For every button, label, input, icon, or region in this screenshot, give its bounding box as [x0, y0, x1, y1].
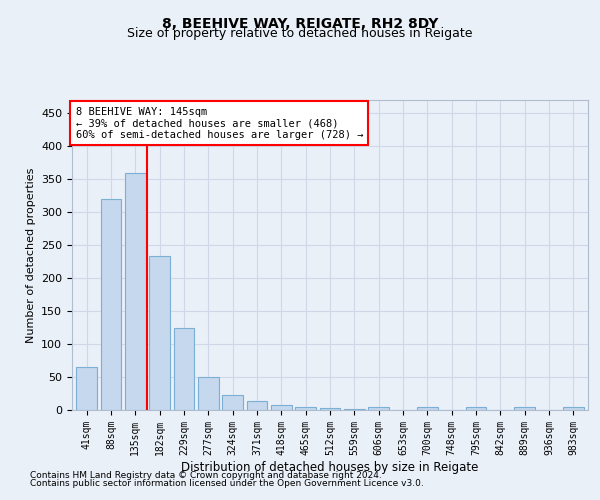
Bar — [247, 402, 268, 410]
Y-axis label: Number of detached properties: Number of detached properties — [26, 168, 35, 342]
Bar — [125, 172, 146, 410]
Bar — [198, 377, 218, 410]
X-axis label: Distribution of detached houses by size in Reigate: Distribution of detached houses by size … — [181, 460, 479, 473]
Bar — [271, 404, 292, 410]
Text: 8, BEEHIVE WAY, REIGATE, RH2 8DY: 8, BEEHIVE WAY, REIGATE, RH2 8DY — [162, 18, 438, 32]
Bar — [76, 367, 97, 410]
Bar — [320, 408, 340, 410]
Bar — [563, 408, 584, 410]
Text: Size of property relative to detached houses in Reigate: Size of property relative to detached ho… — [127, 28, 473, 40]
Bar — [344, 408, 365, 410]
Bar — [514, 408, 535, 410]
Text: 8 BEEHIVE WAY: 145sqm
← 39% of detached houses are smaller (468)
60% of semi-det: 8 BEEHIVE WAY: 145sqm ← 39% of detached … — [76, 106, 363, 140]
Bar — [295, 406, 316, 410]
Bar — [222, 395, 243, 410]
Bar — [149, 256, 170, 410]
Bar — [368, 408, 389, 410]
Bar — [466, 408, 487, 410]
Text: Contains HM Land Registry data © Crown copyright and database right 2024.: Contains HM Land Registry data © Crown c… — [30, 471, 382, 480]
Bar — [101, 199, 121, 410]
Bar — [417, 408, 438, 410]
Text: Contains public sector information licensed under the Open Government Licence v3: Contains public sector information licen… — [30, 478, 424, 488]
Bar — [173, 328, 194, 410]
